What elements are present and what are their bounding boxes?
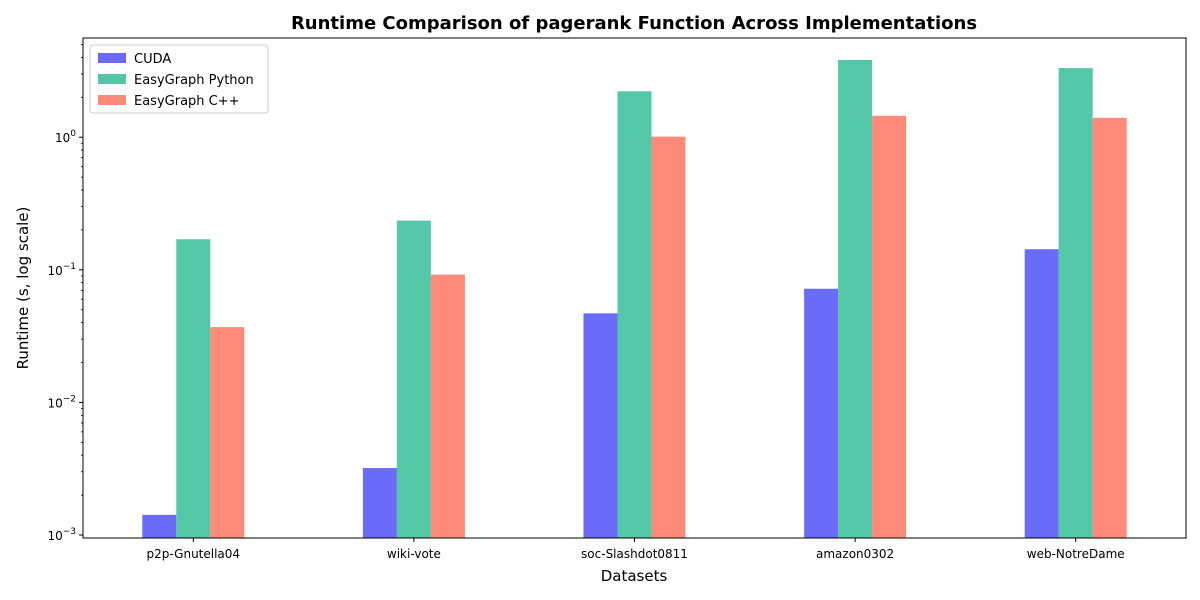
x-axis: p2p-Gnutella04 wiki-vote soc-Slashdot0811 a…	[147, 538, 1125, 561]
bar-easygraph-python-web-notredame	[1058, 68, 1093, 539]
legend-swatch	[98, 95, 126, 105]
bar-easygraph-python-soc-slashdot0811	[617, 91, 652, 539]
bar-easygraph-python-p2p-gnutella04	[176, 239, 211, 539]
bar-cuda-amazon0302	[804, 288, 839, 538]
legend-swatch	[98, 74, 126, 84]
legend-label: EasyGraph C++	[134, 94, 240, 109]
y-tick-label: 10−3	[47, 527, 76, 543]
bar-cuda-wiki-vote	[362, 468, 397, 538]
y-tick-label: 10−2	[47, 394, 76, 410]
bar-easygraph-c--amazon0302	[872, 115, 907, 539]
y-axis-label: Runtime (s, log scale)	[14, 207, 32, 370]
legend-swatch	[98, 53, 126, 63]
bar-cuda-web-notredame	[1024, 249, 1059, 539]
x-tick-label: soc-Slashdot0811	[581, 547, 688, 561]
legend: CUDA EasyGraph Python EasyGraph C++	[89, 44, 269, 114]
x-tick-label: wiki-vote	[387, 547, 441, 561]
chart-title: Runtime Comparison of pagerank Function …	[291, 13, 977, 34]
y-tick-label: 10−1	[47, 262, 76, 278]
y-tick-label: 100	[55, 129, 76, 145]
x-tick-label: web-NotreDame	[1027, 547, 1125, 561]
bar-easygraph-c--soc-slashdot0811	[651, 136, 686, 538]
bar-easygraph-c--web-notredame	[1092, 117, 1127, 539]
bar-cuda-p2p-gnutella04	[142, 514, 177, 538]
bar-easygraph-c--wiki-vote	[430, 274, 465, 538]
legend-box	[89, 44, 269, 114]
bars-group	[142, 60, 1127, 539]
bar-easygraph-python-amazon0302	[838, 60, 873, 539]
x-tick-label: amazon0302	[816, 547, 894, 561]
x-axis-label: Datasets	[601, 567, 668, 585]
bar-easygraph-c--p2p-gnutella04	[210, 327, 245, 538]
legend-label: EasyGraph Python	[134, 73, 254, 88]
bar-cuda-soc-slashdot0811	[583, 313, 618, 538]
y-axis: 10−3 10−2 10−1 100	[47, 44, 83, 543]
x-tick-label: p2p-Gnutella04	[147, 547, 241, 561]
bar-easygraph-python-wiki-vote	[396, 220, 431, 538]
legend-label: CUDA	[134, 52, 171, 67]
